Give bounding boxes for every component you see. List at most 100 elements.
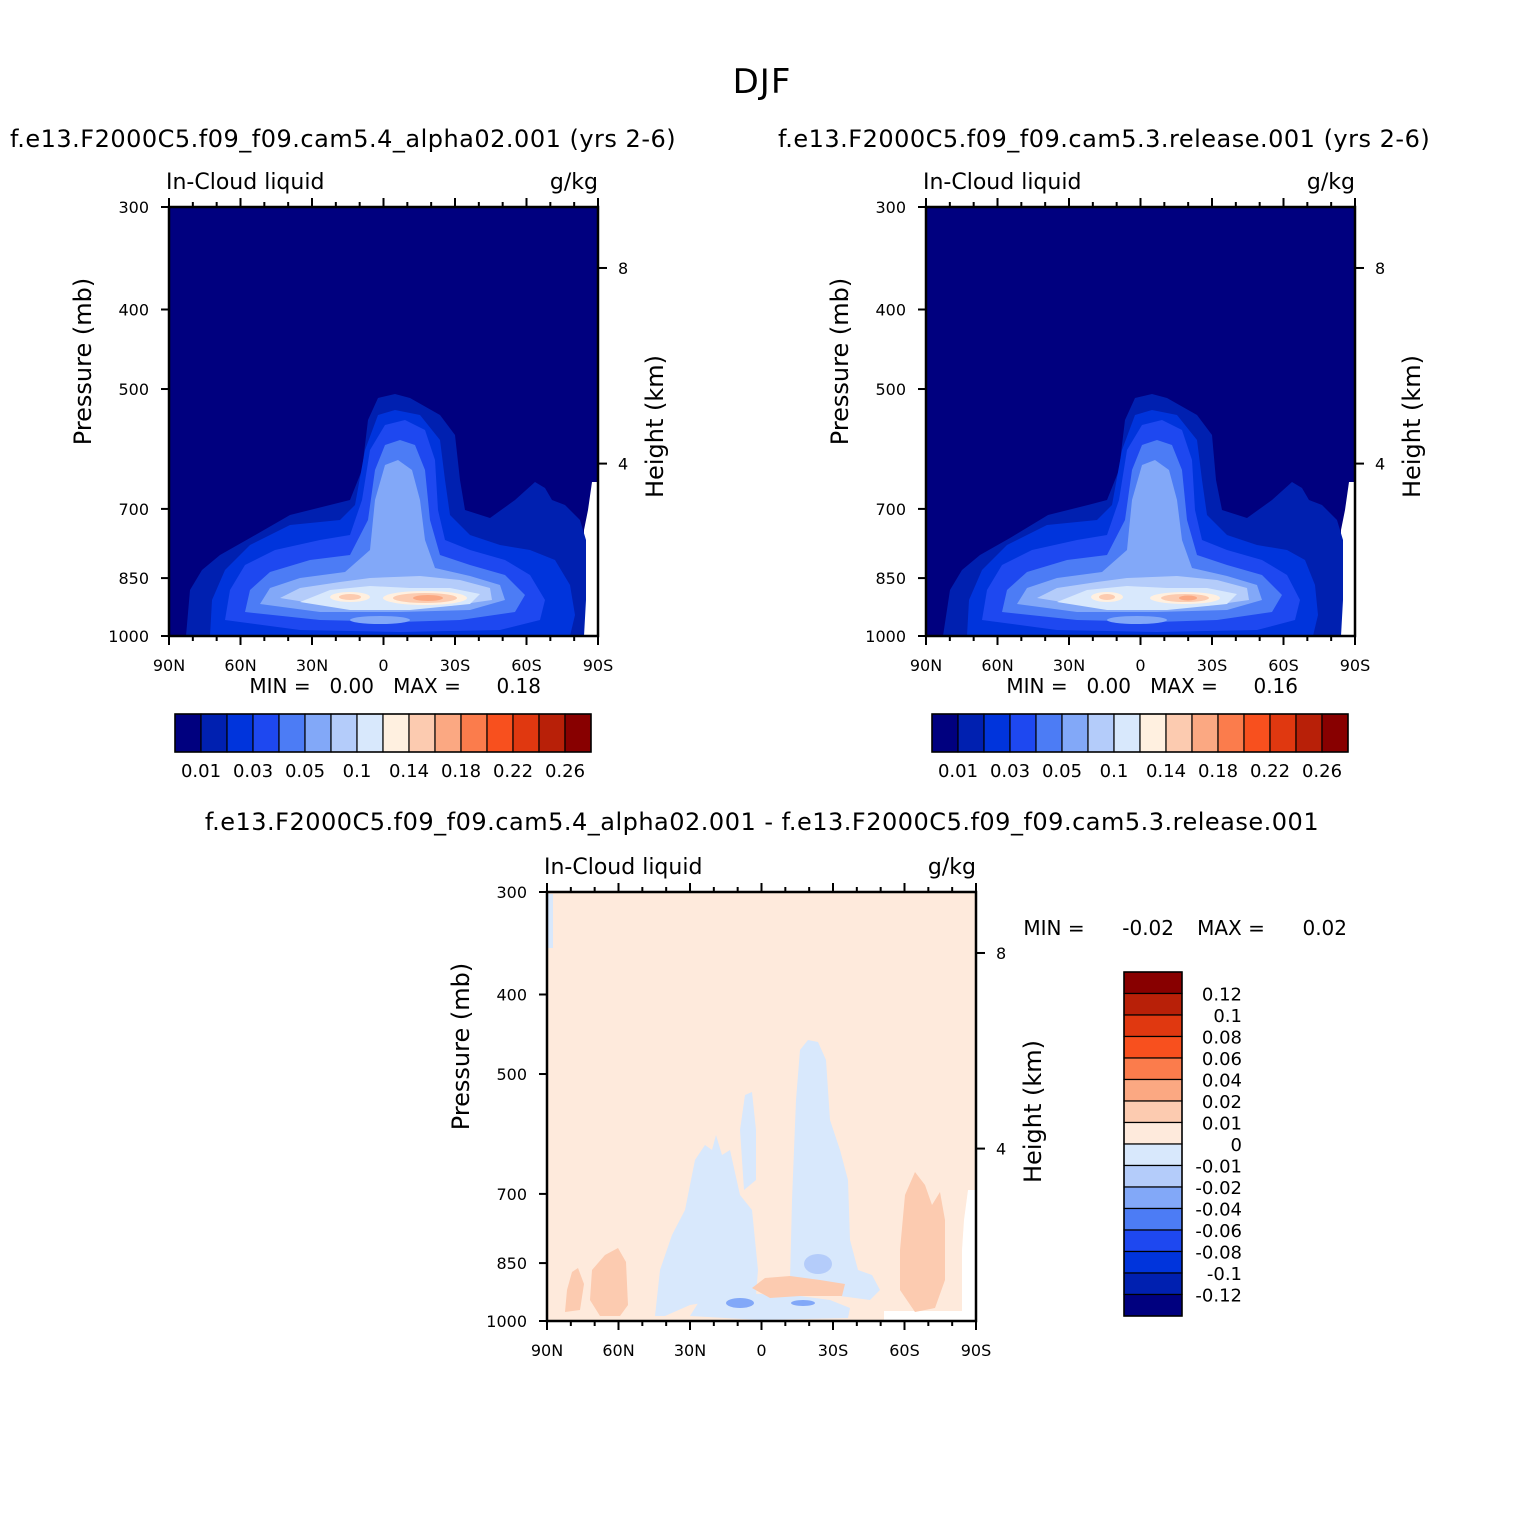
- panel1-axes: 90N 60N 30N 0 30S 60S 90S 300 400 500 700 850 1000 8 4…: [69, 170, 669, 675]
- panel2-blob-c: [1107, 616, 1167, 624]
- y-axis-label: Pressure (mb): [826, 278, 854, 445]
- x-tick-label: 60N: [981, 656, 1013, 675]
- y-tick-label: 300: [875, 198, 906, 217]
- colorbar-box: [434, 713, 462, 753]
- colorbar-box: [252, 713, 280, 753]
- colorbar-label: 0.18: [441, 761, 481, 782]
- y-tick-label: 700: [496, 1185, 527, 1204]
- colorbar-box: [564, 713, 592, 753]
- colorbar-label: 0.1: [1100, 761, 1129, 782]
- colorbar-box: [486, 713, 514, 753]
- min-label: MIN =: [249, 674, 310, 698]
- colorbar-frame: [1123, 971, 1183, 1317]
- colorbar-box: [1269, 713, 1297, 753]
- y2-tick-label: 8: [996, 944, 1006, 963]
- panel3-neg-left: [655, 1135, 758, 1316]
- colorbar-box: [512, 713, 540, 753]
- panel3-title: f.e13.F2000C5.f09_f09.cam5.4_alpha02.001…: [204, 808, 1320, 836]
- min-value: 0.00: [1086, 674, 1131, 698]
- units-label: g/kg: [550, 170, 598, 195]
- left-field-label: In-Cloud liquid: [166, 170, 324, 195]
- x-tick-label: 30N: [296, 656, 328, 675]
- panel3-colorbar: MIN = -0.02 MAX = 0.020.120.10.080.060.040.…: [1023, 916, 1347, 1317]
- colorbar-box: [382, 713, 410, 753]
- colorbar-box: [330, 713, 358, 753]
- y-tick-label: 400: [118, 301, 149, 320]
- panel1-missing-right: [584, 482, 598, 636]
- colorbar-box: [356, 713, 384, 753]
- colorbar-label: 0.01: [181, 761, 221, 782]
- panel3-pos-center: [752, 1276, 845, 1298]
- colorbar-box: [538, 713, 566, 753]
- min-label: MIN =: [1006, 674, 1067, 698]
- y-tick-label: 400: [875, 301, 906, 320]
- y-axis-label: Pressure (mb): [447, 963, 475, 1130]
- colorbar-frame: [174, 713, 592, 753]
- colorbar-box: [1123, 1250, 1183, 1274]
- colorbar-box: [1123, 1229, 1183, 1253]
- left-field-label: In-Cloud liquid: [544, 855, 702, 880]
- colorbar-box: [1123, 1014, 1183, 1038]
- colorbar-box: [1087, 713, 1115, 753]
- colorbar-label: -0.06: [1195, 1221, 1242, 1242]
- colorbar-box: [278, 713, 306, 753]
- y-tick-label: 700: [118, 500, 149, 519]
- x-tick-label: 0: [756, 1341, 766, 1360]
- y-tick-label: 500: [496, 1065, 527, 1084]
- colorbar-label: 0.1: [1213, 1006, 1242, 1027]
- x-tick-label: 30S: [1197, 656, 1228, 675]
- panel1-field: [169, 207, 598, 636]
- colorbar-label: 0: [1231, 1135, 1242, 1156]
- colorbar-label: -0.02: [1195, 1178, 1242, 1199]
- left-field-label: In-Cloud liquid: [923, 170, 1081, 195]
- colorbar-box: [1243, 713, 1271, 753]
- y2-tick-label: 8: [618, 259, 628, 278]
- colorbar-label: 0.02: [1202, 1092, 1242, 1113]
- panel2-blob-b-core: [1179, 595, 1197, 601]
- max-value: 0.02: [1302, 916, 1347, 940]
- panel1-contour-level-5: [260, 460, 505, 612]
- y2-tick-label: 4: [1375, 455, 1385, 474]
- colorbar-box: [1295, 713, 1323, 753]
- x-tick-label: 90N: [153, 656, 185, 675]
- colorbar-box: [200, 713, 228, 753]
- colorbar-label: 0.01: [1202, 1114, 1242, 1135]
- y-tick-label: 850: [875, 569, 906, 588]
- x-tick-label: 60N: [224, 656, 256, 675]
- panel1: 90N 60N 30N 0 30S 60S 90S 300 400 500 700 850 1000 8 4…: [69, 170, 669, 675]
- colorbar-label: 0.26: [1302, 761, 1342, 782]
- colorbar-box: [1113, 713, 1141, 753]
- panel1-blob-b-core: [413, 595, 443, 601]
- colorbar-box: [931, 713, 959, 753]
- panel3-pos-left-b: [590, 1248, 628, 1316]
- y2-tick-label: 8: [1375, 259, 1385, 278]
- colorbar-box: [1165, 713, 1193, 753]
- colorbar-box: [1123, 1035, 1183, 1059]
- colorbar-box: [1123, 1143, 1183, 1167]
- colorbar-box: [1035, 713, 1063, 753]
- colorbar-label: -0.12: [1195, 1286, 1242, 1307]
- panel1-colorbar: MIN = 0.00 MAX = 0.18 0.01 0.03 0.05 0.1 0.14 0.1…: [174, 674, 592, 782]
- panel1-blob-a-core: [339, 594, 361, 600]
- colorbar-box: [1123, 1121, 1183, 1145]
- panel2-title: f.e13.F2000C5.f09_f09.cam5.3.release.001…: [778, 125, 1431, 153]
- panel3-field: [547, 892, 976, 1321]
- min-value: 0.00: [329, 674, 374, 698]
- y-tick-label: 700: [875, 500, 906, 519]
- colorbar-box: [1217, 713, 1245, 753]
- colorbar-box: [1321, 713, 1349, 753]
- panel1-title: f.e13.F2000C5.f09_f09.cam5.4_alpha02.001…: [10, 125, 677, 153]
- colorbar-label: 0.05: [285, 761, 325, 782]
- y2-tick-label: 4: [618, 455, 628, 474]
- colorbar-label: 0.22: [493, 761, 533, 782]
- x-tick-label: 30N: [674, 1341, 706, 1360]
- colorbar-label: 0.14: [1146, 761, 1186, 782]
- panel2-contour-level-5: [1017, 460, 1262, 612]
- colorbar-label: 0.06: [1202, 1049, 1242, 1070]
- y-tick-label: 300: [496, 883, 527, 902]
- y-tick-label: 500: [875, 380, 906, 399]
- colorbar-label: -0.01: [1195, 1157, 1242, 1178]
- x-tick-label: 30N: [1053, 656, 1085, 675]
- x-tick-label: 30S: [818, 1341, 849, 1360]
